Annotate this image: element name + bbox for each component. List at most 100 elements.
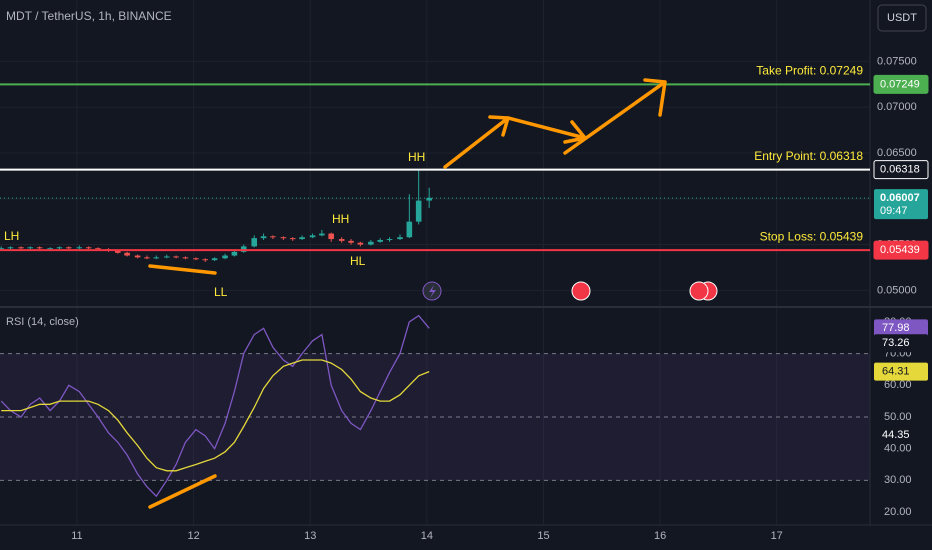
candle-body xyxy=(368,241,374,245)
candle-body xyxy=(153,257,160,259)
candle-body xyxy=(251,238,258,247)
candle-body xyxy=(386,239,393,241)
candle-body xyxy=(163,256,170,258)
candle-body xyxy=(76,247,83,249)
level-box xyxy=(873,160,929,180)
x-tick-label: 16 xyxy=(654,530,666,542)
candle-body xyxy=(144,257,150,259)
rsi-tick-label: 40.00 xyxy=(884,443,912,455)
candle-body xyxy=(397,237,403,240)
currency-button[interactable] xyxy=(877,4,927,32)
level-annotation: Stop Loss: 0.05439 xyxy=(760,229,864,243)
candle-body xyxy=(357,242,364,245)
candle-body xyxy=(309,235,316,238)
candle-body xyxy=(415,200,422,222)
rsi-marker-box xyxy=(874,334,928,353)
level-value: 0.06318 xyxy=(880,164,920,176)
rsi-marker-box xyxy=(874,319,928,338)
rsi-line xyxy=(0,314,430,498)
level-annotation: Take Profit: 0.07249 xyxy=(756,64,863,78)
level-box xyxy=(873,74,929,94)
swing-label: HL xyxy=(350,254,366,268)
candle-body xyxy=(0,248,4,250)
swing-label: LL xyxy=(214,285,228,299)
trend-line xyxy=(148,264,217,275)
x-tick-label: 11 xyxy=(71,530,82,542)
event-icons xyxy=(422,281,718,301)
candle-body xyxy=(328,233,335,240)
rsi-marker-box xyxy=(874,425,928,444)
rsi-marker-label: 64.31 xyxy=(882,366,910,378)
level-value: 0.05439 xyxy=(880,244,920,256)
candle-body xyxy=(348,240,354,243)
x-tick-label: 13 xyxy=(304,530,316,542)
candle-body xyxy=(338,239,345,241)
candle-body xyxy=(222,255,228,259)
candle-body xyxy=(319,233,325,236)
rsi-title: RSI (14, close) xyxy=(6,316,79,328)
x-tick-label: 15 xyxy=(537,530,549,542)
y-tick-label: 0.05000 xyxy=(877,284,917,296)
rsi-marker-label: 77.98 xyxy=(882,322,910,334)
candle-body xyxy=(280,237,287,239)
candle-body xyxy=(426,197,432,201)
rsi-tick-label: 20.00 xyxy=(884,506,912,518)
candle-body xyxy=(406,221,413,238)
event-icon[interactable] xyxy=(689,281,709,301)
candle-body xyxy=(66,247,72,249)
candle-body xyxy=(47,248,53,250)
candle-body xyxy=(173,256,179,258)
candle-body xyxy=(377,239,383,242)
candle-body xyxy=(202,259,209,261)
candle-body xyxy=(114,250,121,253)
swing-label: HH xyxy=(332,212,349,226)
candle-body xyxy=(134,255,141,258)
candle-body xyxy=(231,251,238,256)
swing-label: LH xyxy=(4,229,19,243)
x-tick-label: 14 xyxy=(421,530,433,542)
rsi-tick-label: 30.00 xyxy=(884,474,912,486)
marks-layer xyxy=(0,83,870,498)
chart-title: MDT / TetherUS, 1h, BINANCE xyxy=(6,9,172,23)
candle-body xyxy=(95,248,101,250)
candle-body xyxy=(299,237,305,240)
rsi-tick-label: 60.00 xyxy=(884,379,912,391)
last-price-box xyxy=(874,189,928,220)
level-box xyxy=(873,240,929,260)
level-annotation: Entry Point: 0.06318 xyxy=(754,149,863,163)
event-icon[interactable] xyxy=(571,281,591,301)
rsi-marker-label: 44.35 xyxy=(882,429,910,441)
candle-body xyxy=(18,247,24,249)
candle-body xyxy=(240,246,247,252)
rsi-ma-line xyxy=(1,359,430,472)
grid-layer xyxy=(0,0,870,525)
trend-line xyxy=(148,474,217,509)
candle-body xyxy=(270,236,276,238)
x-tick-label: 12 xyxy=(187,530,199,542)
level-value: 0.07249 xyxy=(880,78,920,90)
candle-body xyxy=(193,258,199,260)
candle-body xyxy=(260,236,267,239)
rsi-marker-label: 73.26 xyxy=(882,337,910,349)
x-tick-label: 17 xyxy=(771,530,783,542)
candle-body xyxy=(7,247,14,249)
countdown-label: 09:47 xyxy=(880,205,908,217)
y-tick-label: 0.07500 xyxy=(877,55,917,67)
candle-body xyxy=(211,258,218,261)
y-tick-label: 0.07000 xyxy=(877,101,917,113)
swing-label: HH xyxy=(408,150,425,164)
lightning xyxy=(429,285,436,298)
y-tick-label: 0.06500 xyxy=(877,147,917,159)
candle-body xyxy=(56,247,63,249)
candle-body xyxy=(27,247,34,249)
drawings xyxy=(148,78,667,509)
arrow xyxy=(563,78,667,155)
rsi-marker-box xyxy=(874,362,928,381)
candle-body xyxy=(289,238,296,240)
candle-body xyxy=(85,247,92,249)
candle-body xyxy=(124,252,130,256)
candle-body xyxy=(36,247,43,249)
last-price-label: 0.06007 xyxy=(880,192,920,204)
currency-label[interactable]: USDT xyxy=(887,12,917,24)
